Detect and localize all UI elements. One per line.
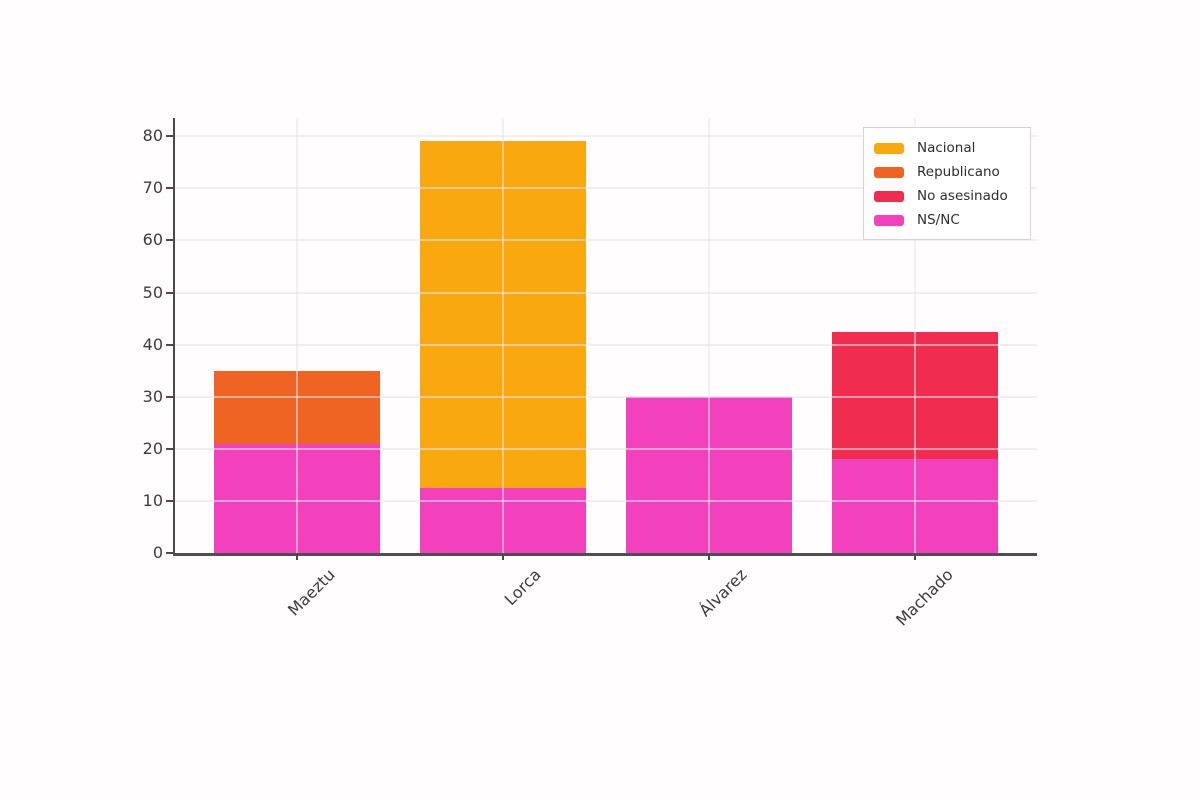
y-tick-30: [166, 395, 173, 398]
legend-item-republicano: Republicano: [874, 160, 1020, 184]
y-axis-line: [173, 118, 175, 555]
y-tick-70: [166, 187, 173, 190]
legend-item-nacional: Nacional: [874, 136, 1020, 160]
y-tick-label-0: 0: [152, 543, 163, 562]
x-tick-label-álvarez: Álvarez: [695, 565, 751, 621]
h-gridline-20: [175, 447, 1037, 450]
h-gridline-40: [175, 343, 1037, 346]
legend-item-label: No asesinado: [917, 188, 1008, 204]
legend-swatch-icon: [874, 142, 904, 154]
y-tick-10: [166, 499, 173, 502]
y-tick-60: [166, 239, 173, 242]
y-tick-label-50: 50: [142, 282, 163, 302]
legend-swatch-icon: [874, 214, 904, 226]
y-tick-label-80: 80: [142, 126, 163, 146]
v-gridline-álvarez: [708, 118, 710, 553]
h-gridline-30: [175, 395, 1037, 398]
y-tick-0: [166, 552, 173, 554]
legend: Nacional Republicano No asesinado NS/NC: [863, 127, 1031, 240]
v-gridline-lorca: [502, 118, 504, 553]
x-tick-maeztu: [296, 555, 298, 560]
x-tick-label-lorca: Lorca: [500, 565, 545, 610]
h-gridline-10: [175, 499, 1037, 502]
legend-item-ns-nc: NS/NC: [874, 208, 1020, 232]
x-tick-label-maeztu: Maeztu: [283, 565, 339, 620]
v-gridline-maeztu: [296, 118, 298, 553]
y-tick-80: [166, 135, 173, 138]
y-tick-40: [166, 343, 173, 346]
y-tick-label-20: 20: [142, 438, 163, 458]
legend-item-label: Nacional: [917, 140, 976, 156]
x-tick-label-machado: Machado: [891, 565, 957, 630]
x-tick-lorca: [502, 555, 504, 560]
x-tick-álvarez: [708, 555, 710, 560]
h-gridline-50: [175, 291, 1037, 294]
y-tick-label-40: 40: [142, 334, 163, 354]
x-tick-machado: [914, 555, 916, 560]
y-tick-label-10: 10: [142, 490, 163, 510]
legend-swatch-icon: [874, 190, 904, 202]
y-tick-50: [166, 291, 173, 294]
y-tick-label-30: 30: [142, 386, 163, 406]
legend-item-no-asesinado: No asesinado: [874, 184, 1020, 208]
legend-swatch-icon: [874, 166, 904, 178]
y-tick-label-60: 60: [142, 230, 163, 250]
x-axis-line: [173, 553, 1037, 556]
y-tick-label-70: 70: [142, 178, 163, 198]
legend-item-label: Republicano: [917, 164, 1000, 180]
legend-item-label: NS/NC: [917, 212, 960, 228]
y-tick-20: [166, 447, 173, 450]
